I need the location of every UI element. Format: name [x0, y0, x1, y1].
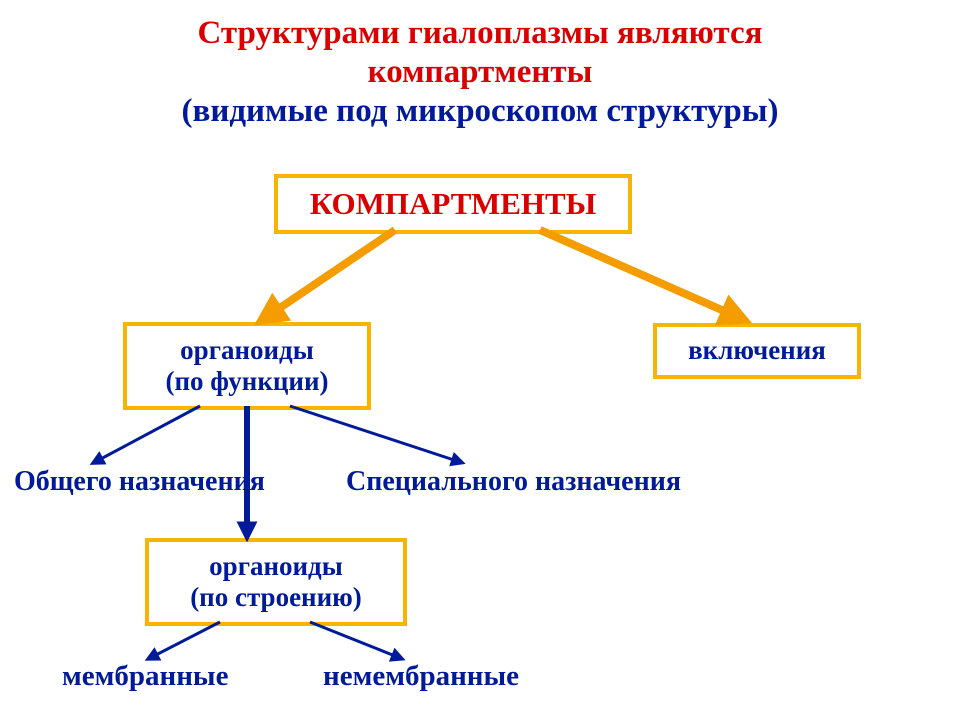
- title-line-2: компартменты: [0, 53, 960, 92]
- label-membrane: мембранные: [62, 660, 228, 693]
- node-organoids-structure-line1: органоиды: [149, 551, 403, 582]
- label-special-purpose: Специального назначения: [346, 466, 681, 498]
- node-organoids-structure-line2: (по строению): [149, 582, 403, 613]
- label-general-purpose: Общего назначения: [14, 466, 265, 498]
- node-compartments: КОМПАРТМЕНТЫ: [274, 174, 632, 234]
- title-line-3: (видимые под микроскопом структуры): [0, 92, 960, 131]
- diagram-title: Структурами гиалоплазмы являются компарт…: [0, 0, 960, 131]
- node-compartments-label: КОМПАРТМЕНТЫ: [278, 186, 628, 222]
- label-nonmembrane: немембранные: [323, 660, 519, 693]
- node-organoids-function: органоиды (по функции): [123, 322, 371, 410]
- node-inclusions: включения: [653, 323, 861, 379]
- title-line-1: Структурами гиалоплазмы являются: [0, 14, 960, 53]
- node-organoids-function-line2: (по функции): [127, 366, 367, 397]
- node-inclusions-label: включения: [657, 335, 857, 366]
- node-organoids-function-line1: органоиды: [127, 335, 367, 366]
- node-organoids-structure: органоиды (по строению): [145, 538, 407, 626]
